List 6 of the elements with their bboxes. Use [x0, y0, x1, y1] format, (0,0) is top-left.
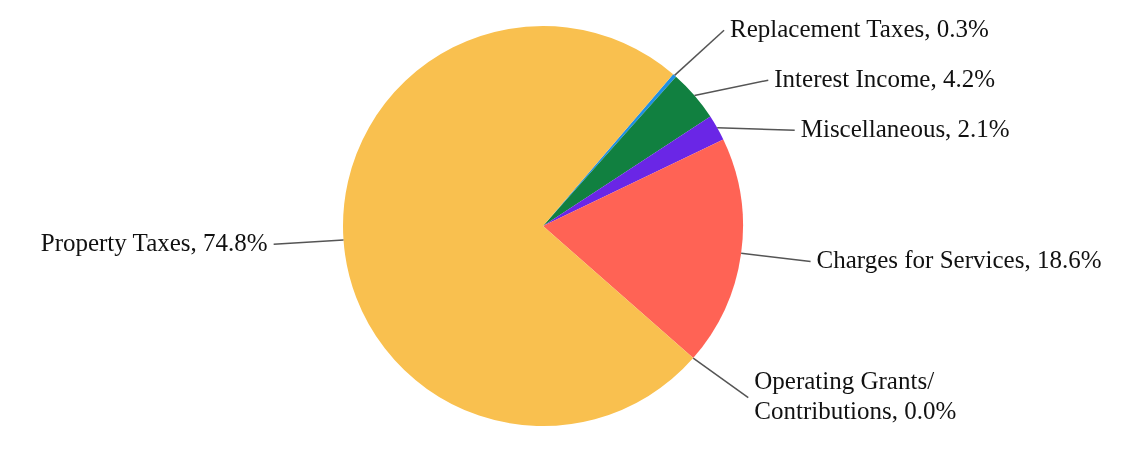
slice-label: Interest Income, 4.2%	[774, 64, 996, 92]
slice-label: Charges for Services, 18.6%	[816, 246, 1102, 274]
slice-label: Property Taxes, 74.8%	[40, 228, 268, 256]
slice-label: Replacement Taxes, 0.3%	[730, 14, 989, 42]
legend-label: Operating Grants/Contributions, 0.0%	[754, 367, 957, 425]
slice-label: Miscellaneous, 2.1%	[800, 114, 1010, 142]
